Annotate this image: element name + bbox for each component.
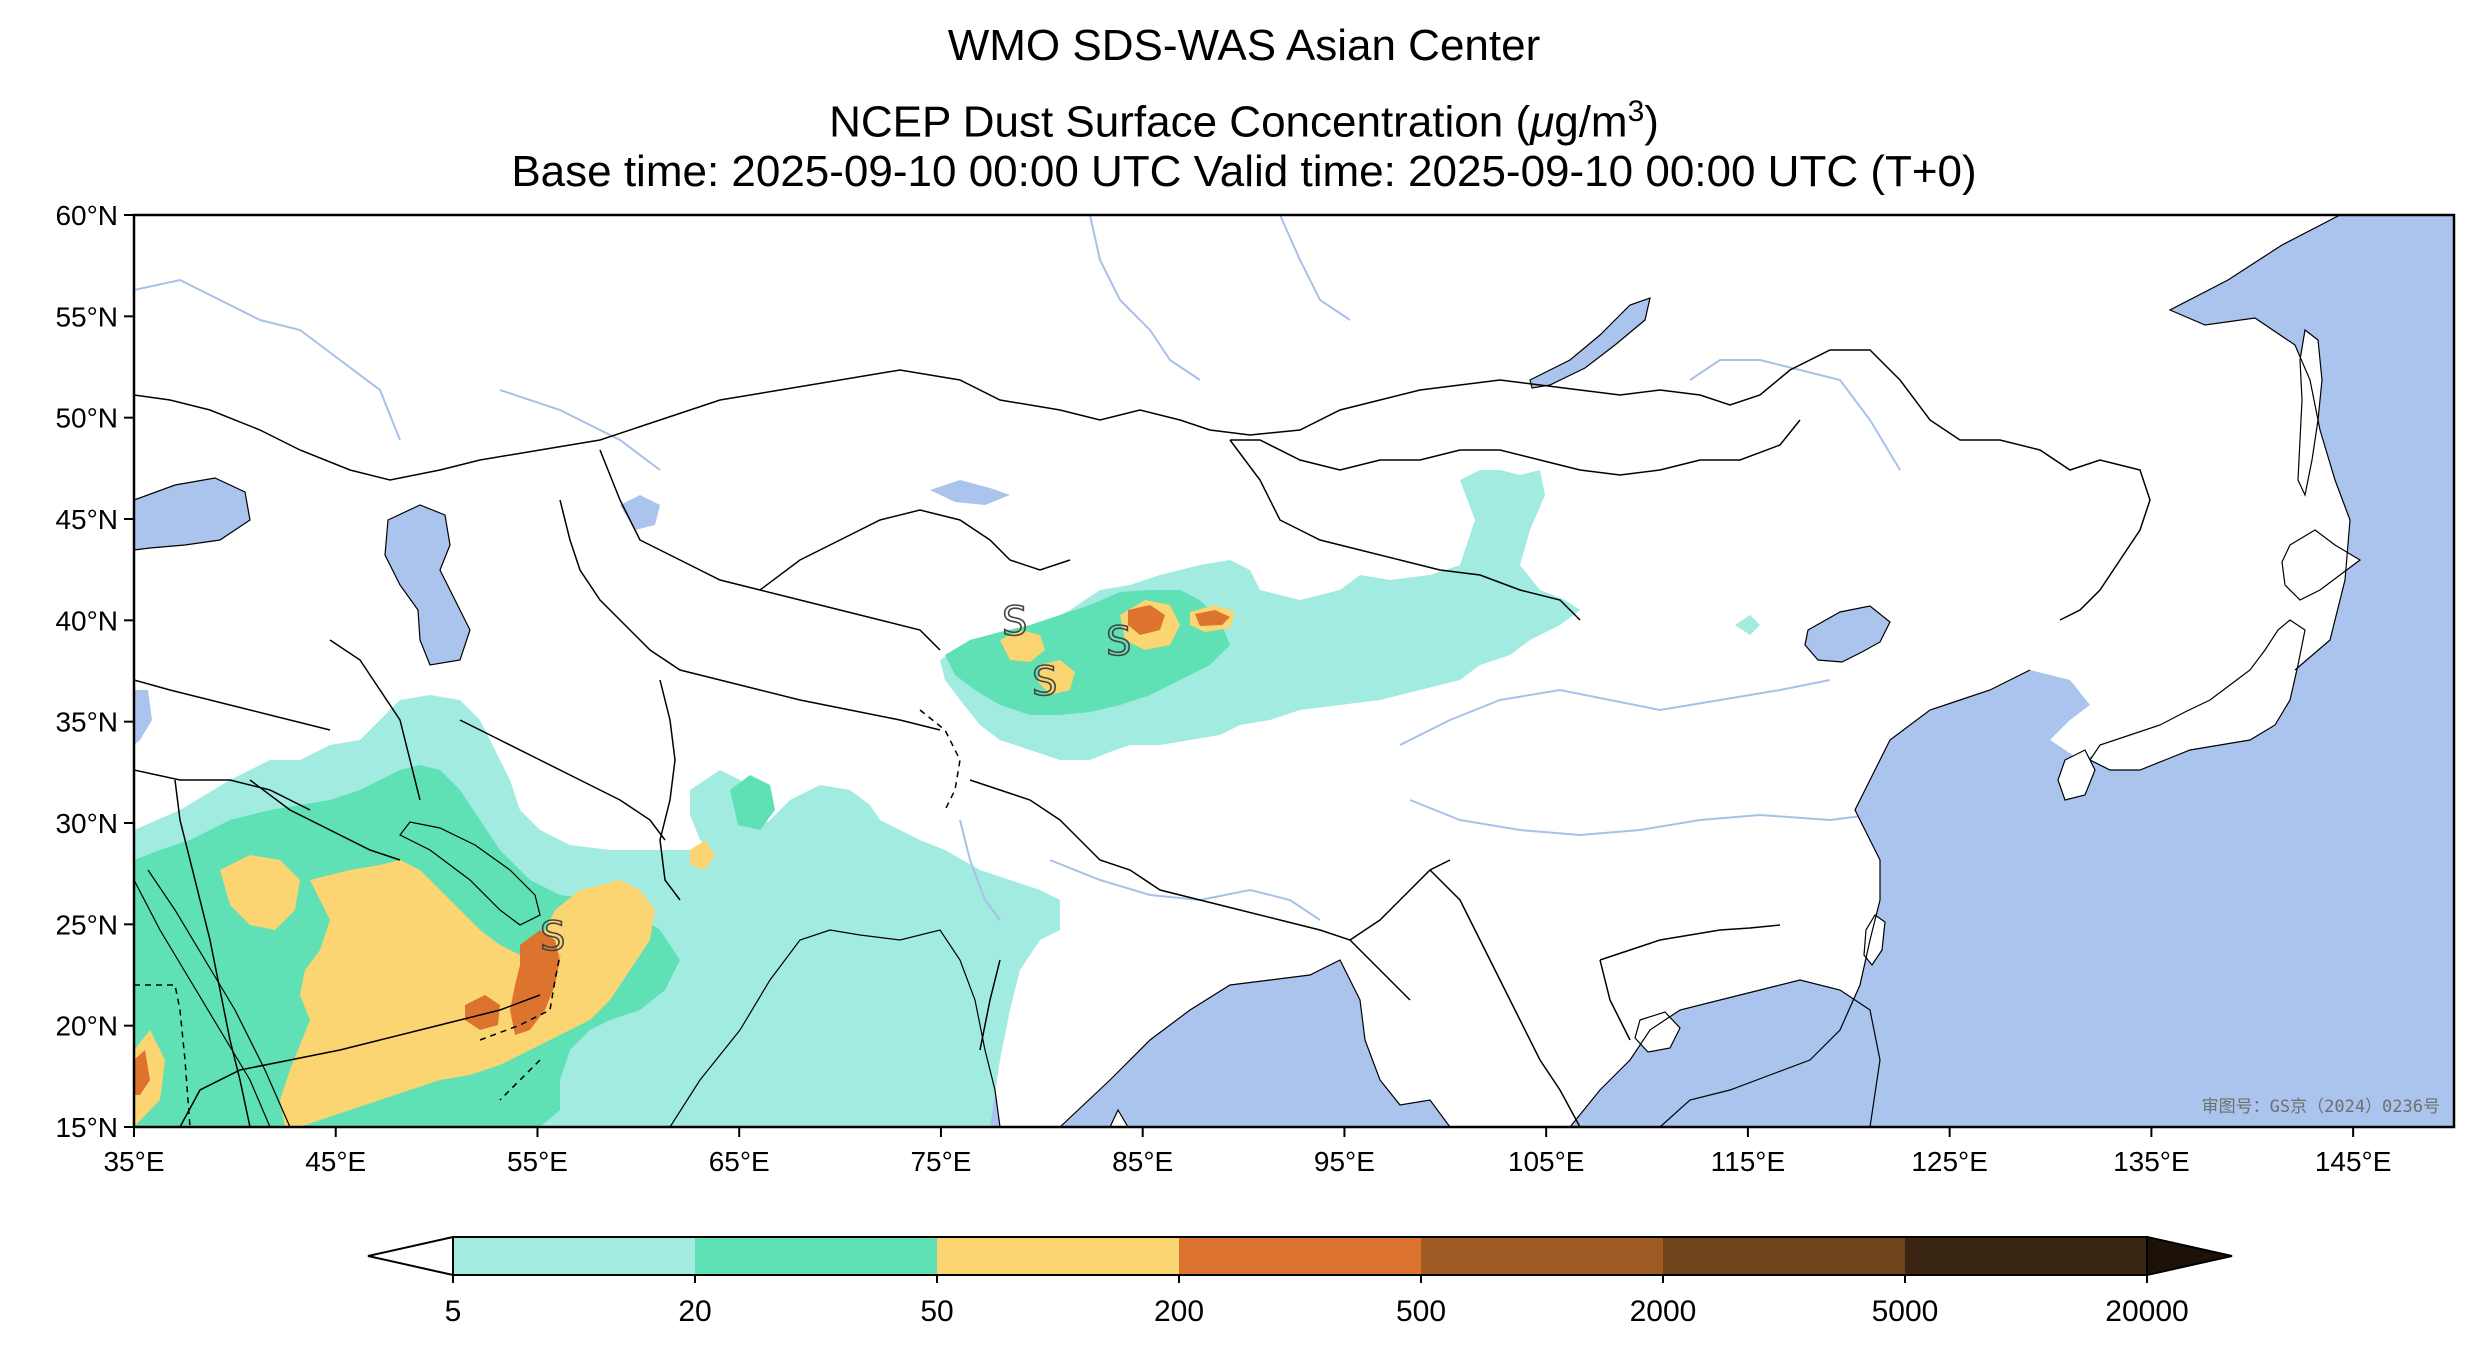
colorbar-label: 200 — [1154, 1295, 1204, 1328]
lon-tick-label: 145°E — [2315, 1146, 2392, 1177]
colorbar-segment — [453, 1237, 696, 1275]
japan-kyushu — [2057, 749, 2096, 801]
lat-tick-label: 30°N — [55, 808, 118, 839]
lon-tick-label: 75°E — [910, 1146, 971, 1177]
latitude-axis: 15°N 20°N 25°N 30°N 35°N 40°N 45°N 50°N 55°N 60°N — [55, 200, 134, 1143]
hainan — [1634, 1011, 1681, 1053]
dust-level-200-500 — [134, 605, 1230, 1095]
lat-tick-label: 15°N — [55, 1112, 118, 1143]
black-sea — [134, 478, 250, 550]
mediterranean-east — [134, 690, 152, 745]
longitude-axis: 35°E 45°E 55°E 65°E 75°E 85°E 95°E 105°E 115°E 12… — [103, 1127, 2391, 1177]
caspian-sea — [385, 505, 470, 665]
lat-tick-label: 40°N — [55, 605, 118, 636]
lon-tick-label: 85°E — [1112, 1146, 1173, 1177]
colorbar: 5 20 50 200 500 2000 5000 20000 — [367, 1235, 2233, 1328]
rivers-layer — [134, 215, 1901, 921]
lat-tick-label: 45°N — [55, 504, 118, 535]
colorbar-label: 50 — [920, 1295, 953, 1328]
colorbar-label: 500 — [1396, 1295, 1446, 1328]
dust-concentration-layer — [134, 470, 1760, 1127]
map-area: S S S S 审图号：GS京（2024）0236号 — [134, 215, 2454, 1127]
colorbar-label: 2000 — [1630, 1295, 1697, 1328]
colorbar-label: 20 — [678, 1295, 711, 1328]
colorbar-over-arrow — [2146, 1235, 2233, 1277]
lat-tick-label: 35°N — [55, 707, 118, 738]
japan-honshu — [2089, 619, 2306, 771]
lon-tick-label: 105°E — [1508, 1146, 1585, 1177]
pacific-ocean — [1660, 215, 2454, 1127]
lon-tick-label: 55°E — [507, 1146, 568, 1177]
colorbar-under-arrow — [367, 1235, 454, 1277]
lon-tick-label: 45°E — [305, 1146, 366, 1177]
lat-tick-label: 50°N — [55, 403, 118, 434]
colorbar-segment — [937, 1237, 1180, 1275]
japan-hokkaido — [2281, 529, 2362, 601]
chart-time-info: Base time: 2025-09-10 00:00 UTC Valid ti… — [511, 147, 1977, 196]
lon-tick-label: 65°E — [709, 1146, 770, 1177]
chart-subtitle: NCEP Dust Surface Concentration (μg/m3) — [829, 95, 1659, 147]
lake-balkhash — [930, 480, 1010, 505]
south-china-sea — [1570, 980, 1880, 1127]
colorbar-segment — [1663, 1237, 1906, 1275]
bay-of-bengal — [1060, 960, 1450, 1127]
lon-tick-label: 115°E — [1711, 1146, 1786, 1177]
map-frame — [132, 213, 2456, 1129]
lon-tick-label: 95°E — [1314, 1146, 1375, 1177]
taiwan — [1863, 914, 1886, 967]
borders-layer — [134, 349, 2151, 1127]
storm-markers: S S S S — [539, 598, 1132, 961]
lat-tick-label: 20°N — [55, 1011, 118, 1042]
lon-tick-label: 35°E — [103, 1146, 164, 1177]
islands-layer — [1109, 328, 2362, 1127]
colorbar-segment — [1421, 1237, 1664, 1275]
colorbar-label: 20000 — [2105, 1295, 2188, 1328]
colorbar-label: 5000 — [1872, 1295, 1939, 1328]
lat-tick-label: 55°N — [55, 301, 118, 332]
sri-lanka-area — [1109, 1108, 1129, 1127]
storm-marker: S — [540, 914, 565, 960]
coastlines-layer — [134, 215, 2351, 1127]
sakhalin — [2297, 328, 2323, 497]
lon-tick-label: 135°E — [2113, 1146, 2190, 1177]
colorbar-frame — [452, 1236, 2148, 1276]
colorbar-label: 5 — [445, 1295, 462, 1328]
storm-marker: S — [1106, 619, 1131, 665]
chart-title: WMO SDS-WAS Asian Center — [947, 21, 1541, 70]
storm-marker: S — [1032, 659, 1057, 705]
storm-marker: S — [1002, 599, 1027, 645]
disputed-borders-layer — [134, 709, 961, 1127]
map-approval-watermark: 审图号：GS京（2024）0236号 — [2202, 1097, 2440, 1117]
lon-tick-label: 125°E — [1911, 1146, 1988, 1177]
colorbar-segment — [695, 1237, 938, 1275]
lat-tick-label: 25°N — [55, 909, 118, 940]
colorbar-segment — [1905, 1237, 2148, 1275]
lat-tick-label: 60°N — [55, 200, 118, 231]
colorbar-segment — [1179, 1237, 1422, 1275]
